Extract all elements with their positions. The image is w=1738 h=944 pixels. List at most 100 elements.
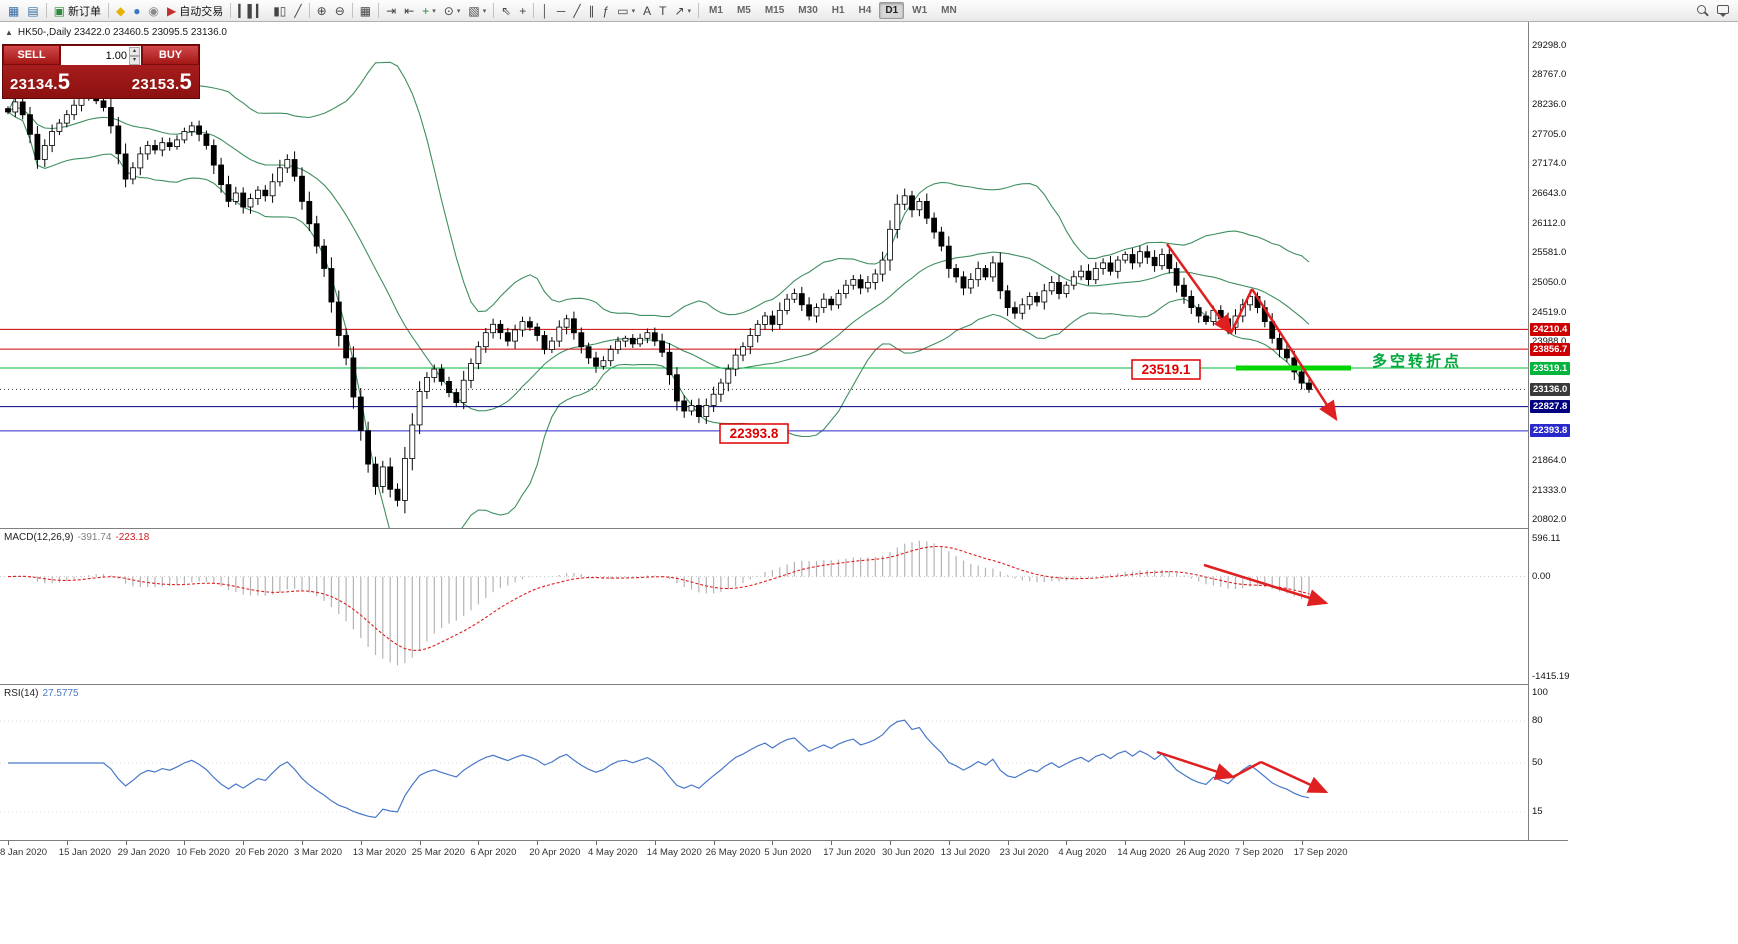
search-button[interactable] xyxy=(1692,1,1713,21)
collapse-one-click-button[interactable]: ▲ xyxy=(5,28,13,37)
main-chart[interactable]: 23519.1 22393.8 多空转折点 ▲ HK50-,Daily 23422.… xyxy=(0,22,1528,528)
vertical-line-button[interactable]: │ xyxy=(537,1,553,21)
new-chart-button[interactable]: ▦ xyxy=(4,1,23,21)
fibonacci-button[interactable]: ƒ xyxy=(599,1,614,21)
text-button[interactable]: A xyxy=(639,1,655,21)
zoom-in-button[interactable]: ⊕ xyxy=(313,1,331,21)
volume-input[interactable] xyxy=(61,47,141,65)
price-axis-label: 26643.0 xyxy=(1532,187,1567,199)
date-tick xyxy=(1242,841,1244,845)
macd-histogram xyxy=(14,540,1310,666)
equidistant-channel-icon: ∥ xyxy=(588,3,595,18)
date-tick xyxy=(66,841,68,845)
trend-arrows[interactable] xyxy=(1156,750,1329,794)
turning-point-note[interactable]: 多空转折点 xyxy=(1372,352,1462,370)
toolbar-separator xyxy=(308,3,310,18)
sell-button[interactable]: SELL xyxy=(3,45,60,65)
price-axis-label: 24519.0 xyxy=(1532,306,1567,318)
chart-line-button[interactable]: ╱ xyxy=(290,1,305,21)
tile-windows-icon: ▦ xyxy=(359,3,372,18)
chart-bars-button[interactable]: ▎▌▎ xyxy=(234,1,269,21)
metaeditor-button[interactable]: ◆ xyxy=(112,1,129,21)
date-axis[interactable]: 8 Jan 2020 15 Jan 2020 29 Jan 2020 10 Feb 2… xyxy=(0,840,1568,862)
toolbar-separator xyxy=(533,3,535,18)
horizontal-line-icon: ─ xyxy=(556,3,566,18)
price-axis-label: 27705.0 xyxy=(1532,128,1567,140)
chart-symbol-ohlc: HK50-,Daily 23422.0 23460.5 23095.5 2313… xyxy=(17,27,227,38)
volume-up-button[interactable]: ▴ xyxy=(129,47,140,56)
date-tick xyxy=(890,841,891,845)
buy-button[interactable]: BUY xyxy=(142,45,199,65)
mql5-market-button[interactable]: ◉ xyxy=(145,1,163,21)
green-turning-segment[interactable] xyxy=(1236,365,1351,371)
price-callout[interactable]: 22393.8 xyxy=(719,423,789,444)
date-label: 7 Sep 2020 xyxy=(1234,847,1284,858)
date-tick xyxy=(948,841,950,845)
chat-button[interactable] xyxy=(1713,1,1734,21)
fibonacci-icon: ƒ xyxy=(602,3,610,18)
trend-arrows[interactable] xyxy=(1165,243,1338,422)
trendline-button[interactable]: ╱ xyxy=(569,1,584,21)
equidistant-channel-button[interactable]: ∥ xyxy=(585,1,599,21)
periods-button[interactable]: ⊙ ▾ xyxy=(440,1,465,21)
indicators-button[interactable]: + ▾ xyxy=(418,1,440,21)
arrows-tool-icon: ↗ xyxy=(674,3,685,18)
new-order-button[interactable]: ▣ 新订单 xyxy=(50,1,105,21)
date-label: 3 Mar 2020 xyxy=(294,847,343,858)
buy-price[interactable]: 23153. 5 xyxy=(131,68,192,94)
shapes-button[interactable]: ▭ ▾ xyxy=(613,1,639,21)
autotrading-button[interactable]: ▶ 自动交易 xyxy=(163,1,227,21)
tf-h4-button[interactable]: H4 xyxy=(858,5,872,16)
tf-h1-button[interactable]: H1 xyxy=(831,5,845,16)
arrows-tool-button[interactable]: ↗ ▾ xyxy=(670,1,695,21)
trend-arrows[interactable] xyxy=(1203,563,1329,607)
cursor-button[interactable]: ⇖ xyxy=(497,1,515,21)
arrows-tool-caret: ▾ xyxy=(687,7,692,15)
date-tick xyxy=(654,841,656,845)
rsi-panel[interactable]: RSI(14) 27.5775 xyxy=(0,684,1528,840)
profiles-button[interactable]: ▤ xyxy=(23,1,42,21)
profiles-icon: ▤ xyxy=(27,3,39,18)
new-order-icon: ▣ xyxy=(53,3,66,18)
date-tick xyxy=(1066,841,1068,845)
zoom-out-button[interactable]: ⊖ xyxy=(331,1,349,21)
text-label-button[interactable]: T xyxy=(655,1,670,21)
price-callout[interactable]: 23519.1 xyxy=(1131,359,1201,380)
community-button[interactable]: ● xyxy=(129,1,144,21)
date-tick xyxy=(243,841,245,845)
templates-caret: ▾ xyxy=(482,7,487,15)
price-axis-label: 25581.0 xyxy=(1532,247,1567,259)
sell-price[interactable]: 23134. 5 xyxy=(10,68,71,94)
chart-candles-button[interactable]: ▮▯ xyxy=(269,1,290,21)
date-tick xyxy=(1184,841,1185,845)
chart-shift-icon: ⇤ xyxy=(404,3,415,18)
tile-windows-button[interactable]: ▦ xyxy=(356,1,375,21)
date-label: 23 Jul 2020 xyxy=(999,847,1049,858)
tf-m30-button[interactable]: M30 xyxy=(798,5,818,16)
date-tick xyxy=(302,841,303,845)
mql5-market-icon: ◉ xyxy=(148,3,159,18)
tf-w1-button[interactable]: W1 xyxy=(912,5,928,16)
horizontal-line-button[interactable]: ─ xyxy=(553,1,570,21)
toolbar-separator xyxy=(351,3,353,18)
macd-panel[interactable]: MACD(12,26,9) -391.74 -223.18 xyxy=(0,528,1528,684)
chart-shift-button[interactable]: ⇤ xyxy=(400,1,418,21)
auto-scroll-button[interactable]: ⇥ xyxy=(382,1,400,21)
templates-button[interactable]: ▧ ▾ xyxy=(464,1,490,21)
tf-m1-button[interactable]: M1 xyxy=(709,5,723,16)
volume-down-button[interactable]: ▾ xyxy=(129,56,140,65)
price-axis-label: 25050.0 xyxy=(1532,276,1567,288)
date-tick xyxy=(831,841,833,845)
tf-m15-button[interactable]: M15 xyxy=(764,5,785,16)
tf-mn-button[interactable]: MN xyxy=(941,5,957,16)
crosshair-button[interactable]: + xyxy=(515,1,530,21)
new-chart-icon: ▦ xyxy=(8,3,20,18)
shapes-icon: ▭ xyxy=(617,3,629,18)
date-label: 4 Aug 2020 xyxy=(1058,847,1107,858)
date-label: 14 Aug 2020 xyxy=(1117,847,1171,858)
price-scale[interactable]: 29298.0 28767.0 28236.0 27705.0 27174.0 26643… xyxy=(1528,22,1571,840)
tf-d1-button[interactable]: D1 xyxy=(879,2,905,19)
date-label: 25 Mar 2020 xyxy=(411,847,465,858)
tf-m5-button[interactable]: M5 xyxy=(736,5,751,16)
date-tick xyxy=(184,841,186,845)
